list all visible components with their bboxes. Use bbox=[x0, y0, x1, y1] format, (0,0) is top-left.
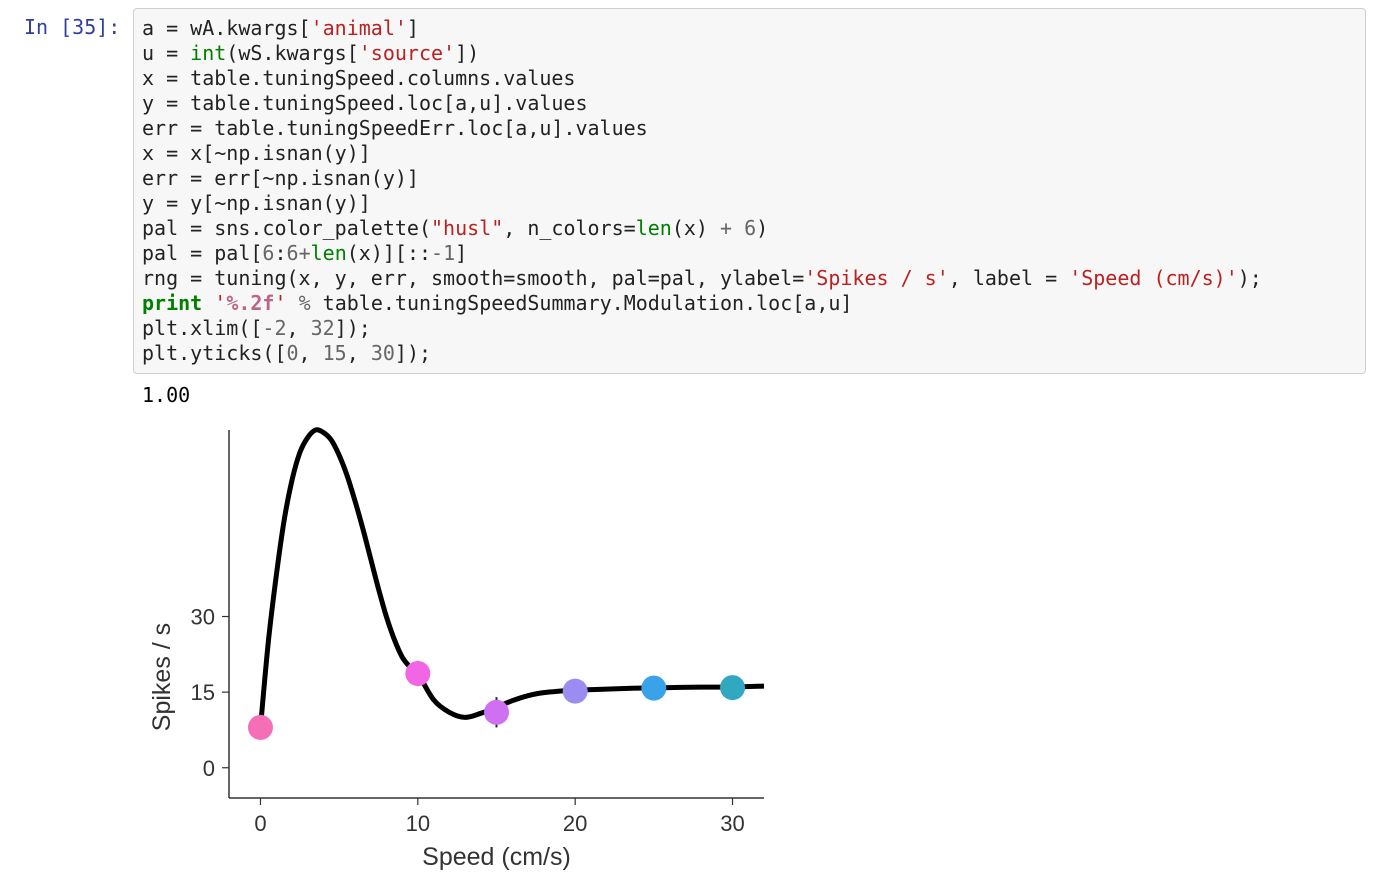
code-line: print '%.2f' % table.tuningSpeedSummary.… bbox=[142, 291, 1262, 316]
code-line: u = int(wS.kwargs['source']) bbox=[142, 41, 1262, 66]
code-line: a = wA.kwargs['animal'] bbox=[142, 16, 1262, 41]
code-line: pal = pal[6:6+len(x)][::-1] bbox=[142, 241, 1262, 266]
code-token: int bbox=[190, 41, 227, 65]
code-token: len bbox=[635, 216, 672, 240]
code-token: 32 bbox=[310, 316, 335, 340]
code-token: 30 bbox=[370, 341, 395, 365]
code-token: ]); bbox=[334, 316, 371, 340]
code-token: + bbox=[298, 241, 311, 265]
code-token: ]) bbox=[455, 41, 480, 65]
code-token: 'animal' bbox=[310, 16, 407, 40]
code-token: 15 bbox=[322, 341, 347, 365]
code-token bbox=[287, 291, 299, 315]
code-token: 'Spikes / s' bbox=[804, 266, 949, 290]
code-token: 6 bbox=[286, 241, 299, 265]
code-token: rng = tuning(x, y, err, smooth=smooth, p… bbox=[142, 266, 805, 290]
code-token: ] bbox=[406, 16, 419, 40]
y-axis-label: Spikes / s bbox=[148, 623, 176, 731]
data-point bbox=[562, 678, 588, 704]
code-token bbox=[732, 216, 744, 240]
x-tick-label: 30 bbox=[720, 811, 744, 836]
code-token: 0 bbox=[286, 341, 299, 365]
code-token: , bbox=[346, 341, 371, 365]
code-token: - bbox=[431, 241, 444, 265]
code-token: 6 bbox=[744, 216, 757, 240]
code-token: len bbox=[310, 241, 347, 265]
code-line: err = err[~np.isnan(y)] bbox=[142, 166, 1262, 191]
code-token: pal = sns.color_palette( bbox=[142, 216, 431, 240]
y-tick-label: 30 bbox=[191, 605, 215, 630]
code-token: err = err[~np.isnan(y)] bbox=[142, 166, 419, 190]
code-token: err = table.tuningSpeedErr.loc[a,u].valu… bbox=[142, 116, 648, 140]
code-line: plt.xlim([-2, 32]); bbox=[142, 316, 1262, 341]
code-token: : bbox=[274, 241, 287, 265]
code-token: , bbox=[298, 341, 323, 365]
code-line: rng = tuning(x, y, err, smooth=smooth, p… bbox=[142, 266, 1262, 291]
code-token: %.2f bbox=[226, 291, 275, 315]
code-token: u = bbox=[142, 41, 191, 65]
code-token: 'Speed (cm/s)' bbox=[1069, 266, 1238, 290]
code-token: a = wA.kwargs[ bbox=[142, 16, 311, 40]
code-token: y = table.tuningSpeed.loc[a,u].values bbox=[142, 91, 588, 115]
code-token: ]); bbox=[394, 341, 432, 365]
code-token: ) bbox=[756, 216, 769, 240]
code-token: % bbox=[298, 291, 311, 315]
code-token bbox=[202, 291, 214, 315]
y-tick-label: 0 bbox=[203, 756, 215, 781]
data-point bbox=[720, 675, 746, 701]
code-line: plt.yticks([0, 15, 30]); bbox=[142, 341, 1262, 366]
data-point bbox=[247, 714, 273, 740]
code-token: "husl" bbox=[430, 216, 504, 240]
smooth-tuning-curve bbox=[257, 427, 765, 728]
code-token: plt.xlim([ bbox=[142, 316, 263, 340]
code-token: , n_colors= bbox=[503, 216, 636, 240]
code-token: (wS.kwargs[ bbox=[226, 41, 359, 65]
data-point bbox=[484, 699, 509, 725]
cell-prompt: In [35]: bbox=[24, 15, 121, 39]
code-token: - bbox=[262, 316, 275, 340]
code-token: + bbox=[719, 216, 733, 240]
code-token: 6 bbox=[262, 241, 275, 265]
code-token: print bbox=[142, 291, 203, 315]
code-token: (x)][:: bbox=[346, 241, 432, 265]
code-cell-input[interactable] bbox=[133, 8, 1366, 374]
code-token: y = y[~np.isnan(y)] bbox=[142, 191, 371, 215]
code-token: (x) bbox=[671, 216, 720, 240]
cell-output-text: 1.00 bbox=[142, 383, 191, 407]
code-line: y = y[~np.isnan(y)] bbox=[142, 191, 1262, 216]
x-tick-label: 10 bbox=[406, 811, 430, 836]
tuning-curve-plot: 0 10 20 30 0 15 30 Speed (cm/s) Spikes / s bbox=[148, 427, 765, 871]
x-tick-label: 0 bbox=[254, 811, 266, 836]
data-point bbox=[405, 660, 431, 686]
code-editor[interactable]: a = wA.kwargs['animal'] u = int(wS.kwargs… bbox=[142, 16, 1262, 366]
code-token: ); bbox=[1237, 266, 1262, 290]
code-token: 2 bbox=[274, 316, 287, 340]
x-tick-label: 20 bbox=[563, 811, 587, 836]
code-line: pal = sns.color_palette("husl", n_colors… bbox=[142, 216, 1262, 241]
data-point bbox=[641, 675, 667, 701]
code-token: , bbox=[286, 316, 311, 340]
code-token: x = x[~np.isnan(y)] bbox=[142, 141, 371, 165]
y-tick-label: 15 bbox=[191, 680, 215, 705]
code-line: y = table.tuningSpeed.loc[a,u].values bbox=[142, 91, 1262, 116]
code-token: table.tuningSpeedSummary.Modulation.loc[… bbox=[310, 291, 853, 315]
code-token: 'source' bbox=[358, 41, 456, 65]
code-token: ] bbox=[455, 241, 468, 265]
code-token: plt.yticks([ bbox=[142, 341, 287, 365]
code-token: pal = pal[ bbox=[142, 241, 263, 265]
code-line: err = table.tuningSpeedErr.loc[a,u].valu… bbox=[142, 116, 1262, 141]
x-axis-label: Speed (cm/s) bbox=[422, 843, 571, 871]
code-token: ' bbox=[274, 291, 287, 315]
code-line: x = table.tuningSpeed.columns.values bbox=[142, 66, 1262, 91]
code-token: , label = bbox=[948, 266, 1070, 290]
code-token: x = table.tuningSpeed.columns.values bbox=[142, 66, 576, 90]
code-line: x = x[~np.isnan(y)] bbox=[142, 141, 1262, 166]
code-token: 1 bbox=[443, 241, 456, 265]
code-token: ' bbox=[214, 291, 227, 315]
